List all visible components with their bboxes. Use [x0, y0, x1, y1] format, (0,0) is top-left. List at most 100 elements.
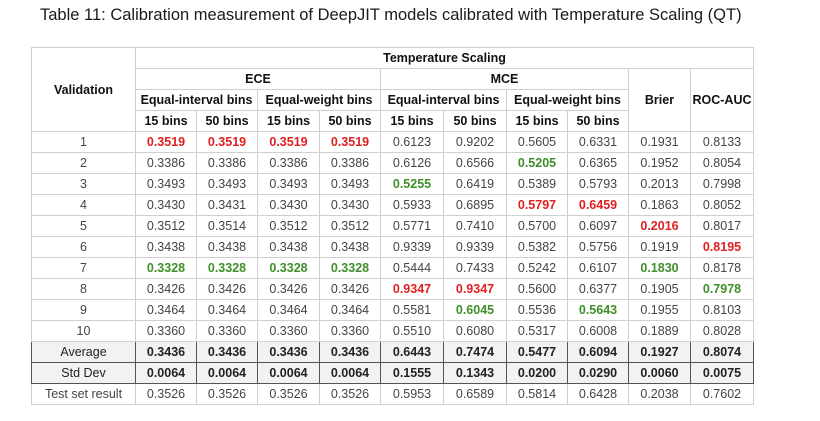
value-cell: 0.3514 — [197, 216, 258, 237]
table-row: 2 0.3386 0.3386 0.3386 0.3386 0.6126 0.6566 0.5… — [32, 153, 754, 174]
value-cell: 0.1931 — [629, 132, 691, 153]
summary-cell: 0.1555 — [381, 363, 444, 384]
header-ece: ECE — [136, 69, 381, 90]
summary-cell: 0.3436 — [258, 342, 320, 363]
value-cell: 0.6331 — [568, 132, 629, 153]
header-bins: 50 bins — [320, 111, 381, 132]
value-cell: 0.6008 — [568, 321, 629, 342]
header-ece-equal-interval: Equal-interval bins — [136, 90, 258, 111]
summary-row: Average 0.3436 0.3436 0.3436 0.3436 0.6443 0.7… — [32, 342, 754, 363]
value-cell: 0.6080 — [444, 321, 507, 342]
value-cell: 0.6126 — [381, 153, 444, 174]
row-label: 3 — [32, 174, 136, 195]
table-row: 9 0.3464 0.3464 0.3464 0.3464 0.5581 0.6045 0.5… — [32, 300, 754, 321]
value-cell: 0.6365 — [568, 153, 629, 174]
summary-cell: 0.0200 — [507, 363, 568, 384]
value-cell: 0.3386 — [136, 153, 197, 174]
value-cell: 0.3360 — [136, 321, 197, 342]
value-cell: 0.3493 — [320, 174, 381, 195]
summary-label: Average — [32, 342, 136, 363]
value-cell: 0.5536 — [507, 300, 568, 321]
table-body: 1 0.3519 0.3519 0.3519 0.3519 0.6123 0.9202 0.5… — [32, 132, 754, 405]
value-cell: 0.5205 — [507, 153, 568, 174]
header-bins: 50 bins — [197, 111, 258, 132]
value-cell: 0.1830 — [629, 258, 691, 279]
test-cell: 0.6589 — [444, 384, 507, 405]
test-cell: 0.3526 — [136, 384, 197, 405]
value-cell: 0.2013 — [629, 174, 691, 195]
value-cell: 0.3328 — [136, 258, 197, 279]
value-cell: 0.9202 — [444, 132, 507, 153]
value-cell: 0.1905 — [629, 279, 691, 300]
test-cell: 0.3526 — [258, 384, 320, 405]
value-cell: 0.5242 — [507, 258, 568, 279]
value-cell: 0.3464 — [320, 300, 381, 321]
value-cell: 0.6107 — [568, 258, 629, 279]
value-cell: 0.6566 — [444, 153, 507, 174]
value-cell: 0.5581 — [381, 300, 444, 321]
test-cell: 0.2038 — [629, 384, 691, 405]
value-cell: 0.3386 — [197, 153, 258, 174]
header-bins: 15 bins — [381, 111, 444, 132]
value-cell: 0.7433 — [444, 258, 507, 279]
value-cell: 0.5797 — [507, 195, 568, 216]
value-cell: 0.3360 — [320, 321, 381, 342]
value-cell: 0.3464 — [258, 300, 320, 321]
value-cell: 0.3426 — [320, 279, 381, 300]
value-cell: 0.6377 — [568, 279, 629, 300]
value-cell: 0.3438 — [258, 237, 320, 258]
value-cell: 0.5444 — [381, 258, 444, 279]
value-cell: 0.1889 — [629, 321, 691, 342]
value-cell: 0.9347 — [381, 279, 444, 300]
summary-cell: 0.3436 — [197, 342, 258, 363]
row-label: 5 — [32, 216, 136, 237]
value-cell: 0.5605 — [507, 132, 568, 153]
table-row: 7 0.3328 0.3328 0.3328 0.3328 0.5444 0.7433 0.5… — [32, 258, 754, 279]
header-mce-equal-weight: Equal-weight bins — [507, 90, 629, 111]
value-cell: 0.5317 — [507, 321, 568, 342]
value-cell: 0.8178 — [691, 258, 754, 279]
table-header: Validation Temperature Scaling ECE MCE B… — [32, 48, 754, 132]
value-cell: 0.3438 — [320, 237, 381, 258]
value-cell: 0.3519 — [136, 132, 197, 153]
value-cell: 0.6419 — [444, 174, 507, 195]
row-label: 1 — [32, 132, 136, 153]
row-label: 4 — [32, 195, 136, 216]
value-cell: 0.5382 — [507, 237, 568, 258]
value-cell: 0.3493 — [136, 174, 197, 195]
header-bins: 50 bins — [568, 111, 629, 132]
row-label: 10 — [32, 321, 136, 342]
value-cell: 0.3360 — [197, 321, 258, 342]
test-row: Test set result 0.3526 0.3526 0.3526 0.3526 0… — [32, 384, 754, 405]
value-cell: 0.8133 — [691, 132, 754, 153]
value-cell: 0.3438 — [136, 237, 197, 258]
value-cell: 0.3519 — [320, 132, 381, 153]
value-cell: 0.3519 — [258, 132, 320, 153]
value-cell: 0.8028 — [691, 321, 754, 342]
value-cell: 0.3512 — [258, 216, 320, 237]
value-cell: 0.7998 — [691, 174, 754, 195]
header-validation: Validation — [32, 48, 136, 132]
value-cell: 0.3328 — [258, 258, 320, 279]
value-cell: 0.3493 — [258, 174, 320, 195]
value-cell: 0.5510 — [381, 321, 444, 342]
value-cell: 0.3426 — [258, 279, 320, 300]
value-cell: 0.3328 — [320, 258, 381, 279]
value-cell: 0.3430 — [258, 195, 320, 216]
value-cell: 0.3386 — [320, 153, 381, 174]
test-cell: 0.5953 — [381, 384, 444, 405]
summary-cell: 0.5477 — [507, 342, 568, 363]
value-cell: 0.9347 — [444, 279, 507, 300]
value-cell: 0.5793 — [568, 174, 629, 195]
value-cell: 0.6123 — [381, 132, 444, 153]
row-label: 7 — [32, 258, 136, 279]
value-cell: 0.9339 — [444, 237, 507, 258]
summary-cell: 0.0064 — [136, 363, 197, 384]
header-bins: 15 bins — [258, 111, 320, 132]
value-cell: 0.6045 — [444, 300, 507, 321]
value-cell: 0.3438 — [197, 237, 258, 258]
test-label: Test set result — [32, 384, 136, 405]
value-cell: 0.3464 — [136, 300, 197, 321]
value-cell: 0.3426 — [197, 279, 258, 300]
header-mce-equal-interval: Equal-interval bins — [381, 90, 507, 111]
